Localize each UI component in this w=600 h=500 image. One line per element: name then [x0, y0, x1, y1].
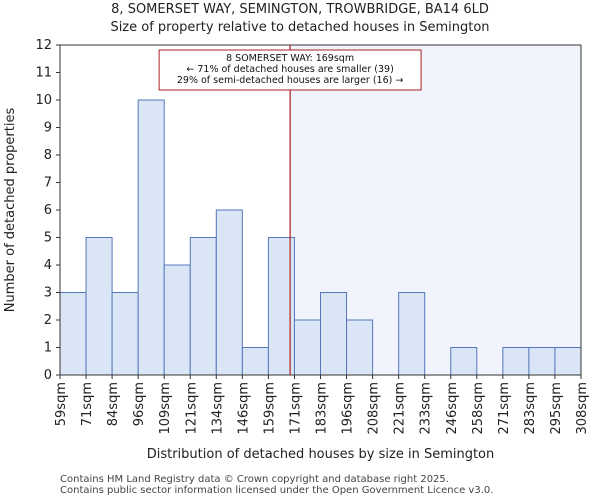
- y-tick-label-5: 5: [44, 231, 52, 246]
- x-tick-label-221sqm: 221sqm: [393, 382, 408, 435]
- bar-221sqm: [398, 292, 426, 376]
- y-tick-label-4: 4: [44, 258, 52, 273]
- x-tick-label-196sqm: 196sqm: [341, 382, 356, 435]
- x-tick-label-159sqm: 159sqm: [262, 382, 277, 435]
- x-tick-label-96sqm: 96sqm: [132, 382, 147, 426]
- bar-59sqm: [59, 292, 87, 376]
- bar-146sqm: [241, 347, 269, 376]
- y-tick-label-6: 6: [44, 203, 52, 218]
- bar-134sqm: [215, 209, 243, 376]
- bar-295sqm: [554, 347, 582, 376]
- bar-84sqm: [111, 292, 139, 376]
- x-tick-label-171sqm: 171sqm: [288, 382, 303, 435]
- annotation-line-2: ← 71% of detached houses are smaller (39…: [186, 64, 393, 75]
- x-tick-label-233sqm: 233sqm: [419, 382, 434, 435]
- x-axis-label: Distribution of detached houses by size …: [147, 447, 495, 462]
- annotation-line-3: 29% of semi-detached houses are larger (…: [177, 75, 404, 86]
- bar-271sqm: [502, 347, 530, 376]
- x-tick-label-109sqm: 109sqm: [158, 382, 173, 435]
- x-tick-label-146sqm: 146sqm: [236, 382, 251, 435]
- bar-71sqm: [85, 237, 113, 376]
- x-tick-label-59sqm: 59sqm: [54, 382, 69, 426]
- bar-183sqm: [320, 292, 348, 376]
- chart-subtitle: Size of property relative to detached ho…: [110, 20, 490, 35]
- x-tick-label-246sqm: 246sqm: [445, 382, 460, 435]
- bar-246sqm: [450, 347, 478, 376]
- x-tick-label-271sqm: 271sqm: [497, 382, 512, 435]
- x-tick-label-208sqm: 208sqm: [367, 382, 382, 435]
- x-tick-label-134sqm: 134sqm: [210, 382, 225, 435]
- x-tick-label-71sqm: 71sqm: [80, 382, 95, 426]
- x-tick-label-295sqm: 295sqm: [549, 382, 564, 435]
- x-tick-label-183sqm: 183sqm: [315, 382, 330, 435]
- y-tick-label-10: 10: [35, 93, 52, 108]
- y-tick-label-1: 1: [44, 341, 52, 356]
- bar-109sqm: [163, 264, 191, 376]
- bar-171sqm: [293, 319, 322, 376]
- footer-copyright: Contains HM Land Registry data © Crown c…: [60, 474, 449, 485]
- footer-licence: Contains public sector information licen…: [60, 485, 494, 496]
- x-tick-label-308sqm: 308sqm: [575, 382, 590, 435]
- y-tick-label-7: 7: [44, 176, 52, 191]
- annotation-line-1: 8 SOMERSET WAY: 169sqm: [226, 53, 354, 64]
- x-tick-label-283sqm: 283sqm: [523, 382, 538, 435]
- x-tick-label-84sqm: 84sqm: [106, 382, 121, 426]
- bar-196sqm: [346, 319, 374, 376]
- bar-96sqm: [137, 99, 165, 376]
- x-tick-label-258sqm: 258sqm: [471, 382, 486, 435]
- annotation-box: [158, 49, 422, 91]
- bar-283sqm: [528, 347, 556, 376]
- y-axis-label: Number of detached properties: [3, 108, 18, 313]
- bar-121sqm: [189, 237, 217, 376]
- y-tick-label-8: 8: [44, 148, 52, 163]
- y-tick-label-3: 3: [44, 286, 52, 301]
- y-tick-label-11: 11: [35, 66, 52, 81]
- y-tick-label-12: 12: [35, 38, 52, 53]
- y-tick-label-9: 9: [44, 121, 52, 136]
- x-tick-label-121sqm: 121sqm: [184, 382, 199, 435]
- y-tick-label-0: 0: [44, 368, 52, 383]
- y-tick-label-2: 2: [44, 313, 52, 328]
- chart-title: 8, SOMERSET WAY, SEMINGTON, TROWBRIDGE, …: [111, 2, 489, 17]
